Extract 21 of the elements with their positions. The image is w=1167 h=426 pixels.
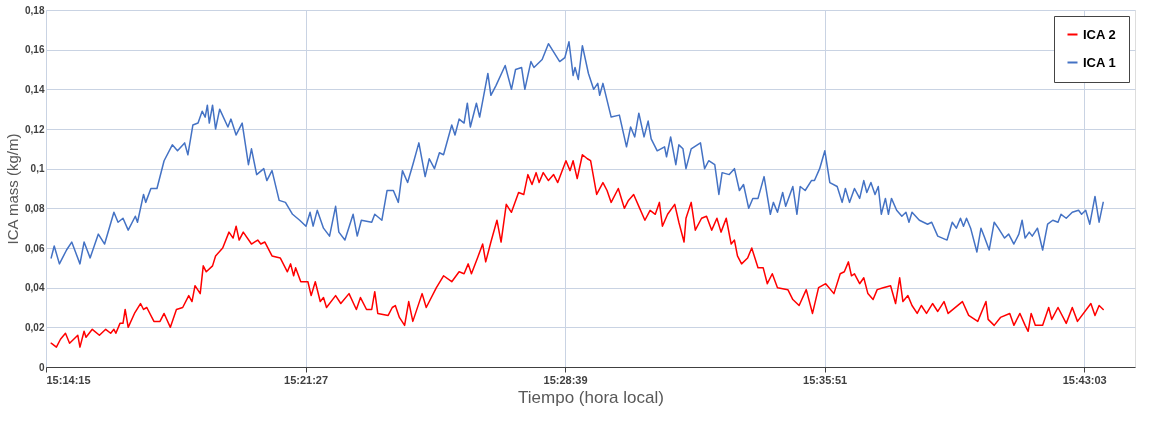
y-tick-label: 0,02 <box>25 321 45 333</box>
legend-label: ICA 2 <box>1083 26 1116 42</box>
y-axis-title: ICA mass (kg/m) <box>4 133 22 245</box>
y-tick-label: 0,14 <box>25 83 45 95</box>
y-tick-label: 0,12 <box>25 123 45 135</box>
x-tick-label: 15:43:03 <box>1062 373 1107 386</box>
legend-label: ICA 1 <box>1083 54 1116 70</box>
y-tick-label: 0,16 <box>25 44 45 56</box>
y-tick-label: 0,1 <box>30 163 45 175</box>
line-series <box>50 40 1104 265</box>
x-tick-label: 15:35:51 <box>803 373 848 386</box>
y-tick-label: 0,08 <box>25 202 45 214</box>
x-tick-label: 15:28:39 <box>543 373 588 386</box>
y-tick-label: 0,04 <box>25 282 45 294</box>
y-tick-label: 0,18 <box>25 4 45 16</box>
x-axis-title: Tiempo (hora local) <box>518 387 664 407</box>
y-tick-label: 0,06 <box>25 242 45 254</box>
x-tick-label: 15:14:15 <box>46 373 91 386</box>
x-tick-label: 15:21:27 <box>284 373 329 386</box>
y-tick-label: 0 <box>38 361 45 373</box>
line-series <box>50 154 1104 348</box>
